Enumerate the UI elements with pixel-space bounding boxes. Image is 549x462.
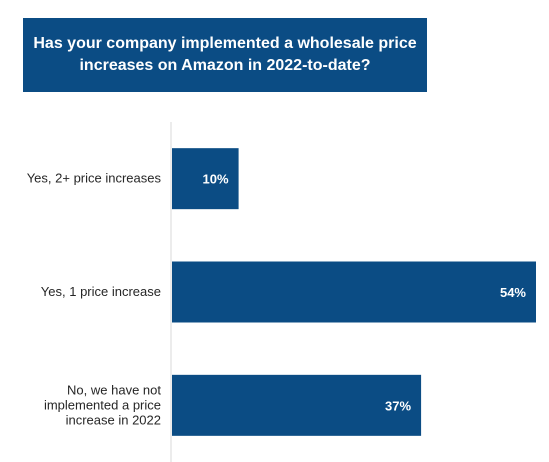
category-label: No, we have not implemented a price increa…: [44, 382, 161, 427]
bar: [172, 148, 239, 210]
bar: [172, 374, 422, 436]
data-label: 54%: [500, 285, 526, 300]
bars-layer: [172, 148, 536, 436]
chart-title: Has your company implemented a wholesale…: [23, 18, 427, 92]
labels-layer: 10% Yes, 2+ price increases 54% Yes, 1 pric…: [27, 171, 527, 428]
data-label: 10%: [203, 172, 229, 187]
data-label: 37%: [385, 398, 411, 413]
category-label: Yes, 1 price increase: [41, 284, 161, 299]
category-label: Yes, 2+ price increases: [27, 171, 162, 186]
bar: [172, 261, 536, 323]
